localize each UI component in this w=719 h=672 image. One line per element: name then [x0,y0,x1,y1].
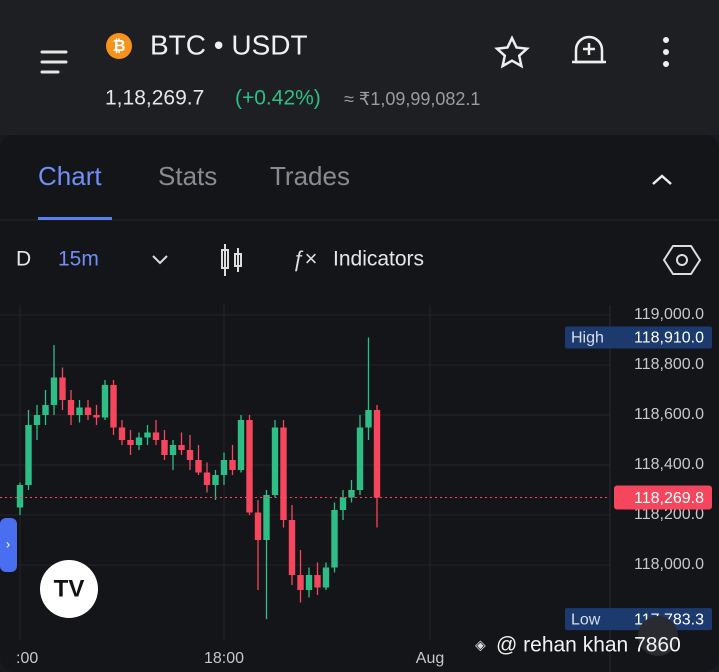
period[interactable]: D [16,248,31,271]
high-value: 118,910.0 [634,330,704,347]
candle-body [50,377,58,405]
y-tick-label: 118,200.0 [634,506,704,523]
interval[interactable]: 15m [58,248,99,271]
header-bg [0,0,719,135]
price: 1,18,269.7 [105,87,204,110]
fiat-price: ≈ ₹1,09,99,082.1 [344,89,480,109]
tv-logo [40,560,98,618]
y-tick-label: 118,400.0 [634,456,704,473]
change: (+0.42%) [235,87,321,110]
x-tick-label: Aug [416,650,444,667]
favorite-icon[interactable] [494,35,530,69]
candle-body [348,490,355,498]
candle-body [178,445,185,450]
interval-dropdown[interactable] [152,255,168,265]
candle-body [220,460,228,475]
candle-body [118,427,126,440]
alert-icon[interactable] [572,35,606,64]
low-box [565,608,712,631]
x-tick-label: :00 [16,650,38,667]
candle-body [76,407,83,415]
tab[interactable]: Chart [38,161,102,191]
candle-body [365,410,372,428]
candle-body [280,427,287,520]
candle-body [373,410,381,498]
low-label: Low [571,611,601,628]
candle-body [331,510,338,568]
candle-body [339,497,347,510]
candle-body [93,415,100,418]
expand-button[interactable] [638,616,678,656]
candle-body [67,400,75,415]
candle-body [322,567,330,588]
candle-body [144,432,151,438]
candle-type-icon[interactable] [221,244,242,276]
candle-body [127,440,134,445]
candle-body [25,425,32,485]
candle-body [169,445,177,455]
candle-body [246,420,253,513]
watermark-icon: ◈ [475,637,486,653]
last-price-box [614,485,712,510]
y-tick-label: 118,600.0 [634,406,704,423]
candle-body [135,437,143,445]
settings-icon[interactable] [662,245,702,275]
side-handle-arrow: › [6,536,10,551]
side-handle[interactable] [0,518,17,572]
collapse-icon[interactable] [652,174,672,185]
candle-body [288,520,296,575]
high-box [565,326,712,349]
candle-body [84,407,92,415]
candle-body [110,385,117,428]
panel-bg [0,135,719,672]
candle-body [229,460,236,470]
y-tick-label: 118,800.0 [634,356,704,373]
candle-body [33,415,41,425]
candle-body [195,460,202,473]
y-tick-label: 118,000.0 [634,556,704,573]
x-tick-label: 18:00 [204,650,244,667]
btc-symbol: ₿ [112,37,125,55]
btc-icon [106,33,132,59]
candle-body [254,512,262,540]
candle-body [356,427,364,490]
candle-body [314,575,321,588]
indicators[interactable]: Indicators [333,248,424,271]
candle-body [42,405,49,415]
tab[interactable]: Trades [270,161,350,191]
tab[interactable]: Stats [158,161,217,191]
candle-body [297,575,304,590]
candle-body [186,450,194,460]
pair: BTC • USDT [150,29,308,60]
y-tick-label: 119,000.0 [634,306,704,323]
candle-body [237,420,245,470]
more-icon[interactable] [663,37,669,67]
candle-body [263,495,270,540]
tab-indicator [38,217,112,220]
candle-body [101,385,109,418]
settings-icon-center [676,254,688,266]
last-price-label: 118,269.8 [634,490,704,507]
candle-body [203,472,211,485]
menu-icon[interactable] [40,50,68,74]
candle-body [16,485,24,508]
candle-body [212,475,219,485]
tv-logo-text: TV [54,575,85,602]
candle-body [305,575,313,590]
candle-body [152,432,160,440]
candle-body [161,440,168,455]
watermark: @ rehan khan 7860 [496,634,681,657]
candle-body [59,377,66,400]
high-label: High [571,330,604,347]
candle-body [271,427,279,495]
fx-icon[interactable]: ƒ× [292,246,317,271]
